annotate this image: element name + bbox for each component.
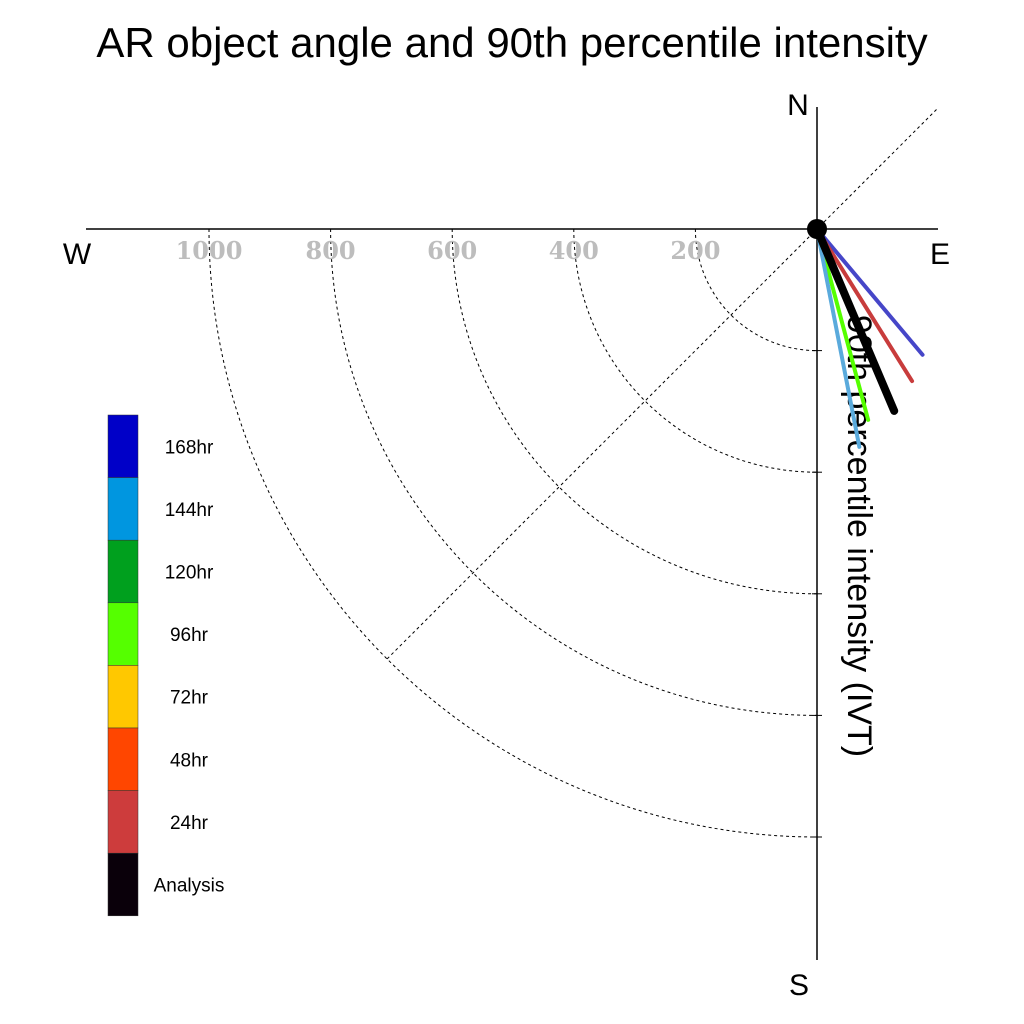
legend-swatch [107,477,139,541]
vector-96hr [815,227,871,422]
compass-north-label: N [787,89,809,122]
legend-swatch [107,665,139,729]
grid-ring-1000 [208,228,818,838]
legend-label: 120hr [165,563,214,584]
grid-ring-200 [694,228,818,352]
legend-label: 168hr [165,437,214,458]
legend-swatch [107,414,139,478]
vector-series [813,225,925,449]
grid-ring-400 [573,228,818,473]
radial-tick-label: 200 [670,236,720,265]
legend-label: 48hr [170,750,209,771]
legend-label: 144hr [165,500,214,521]
compass-east-label: E [930,238,950,271]
vector-analysis [813,225,899,415]
vector-24hr [815,227,915,384]
legend-swatch [107,727,139,791]
legend-swatch [107,539,139,604]
radial-tick-label: 800 [306,236,356,265]
grid-ring-800 [330,228,818,716]
radial-tick-labels: 200 400 600 800 1000 [176,236,721,265]
legend-swatch [107,852,139,917]
radial-tick-label: 400 [549,236,599,265]
radial-tick-label: 1000 [176,236,243,265]
radial-tick-label: 600 [427,236,477,265]
legend-label: 24hr [170,813,209,834]
compass-south-label: S [789,969,809,1002]
legend: 168hr 144hr 120hr 96hr 72hr 48hr 24hr Analysis [107,414,225,917]
grid-ring-600 [451,228,818,595]
origin-point [807,219,827,239]
vector-144hr [815,227,862,449]
compass-west-label: W [63,238,92,271]
legend-swatch [107,602,139,666]
legend-label: 96hr [170,625,209,646]
legend-label: Analysis [154,876,225,897]
chart-title: AR object angle and 90th percentile inte… [96,19,927,66]
legend-label: 72hr [170,688,209,709]
polar-grid [208,228,822,838]
legend-swatch [107,790,139,854]
vector-168hr [815,227,925,357]
diagonal-guide [386,108,938,660]
